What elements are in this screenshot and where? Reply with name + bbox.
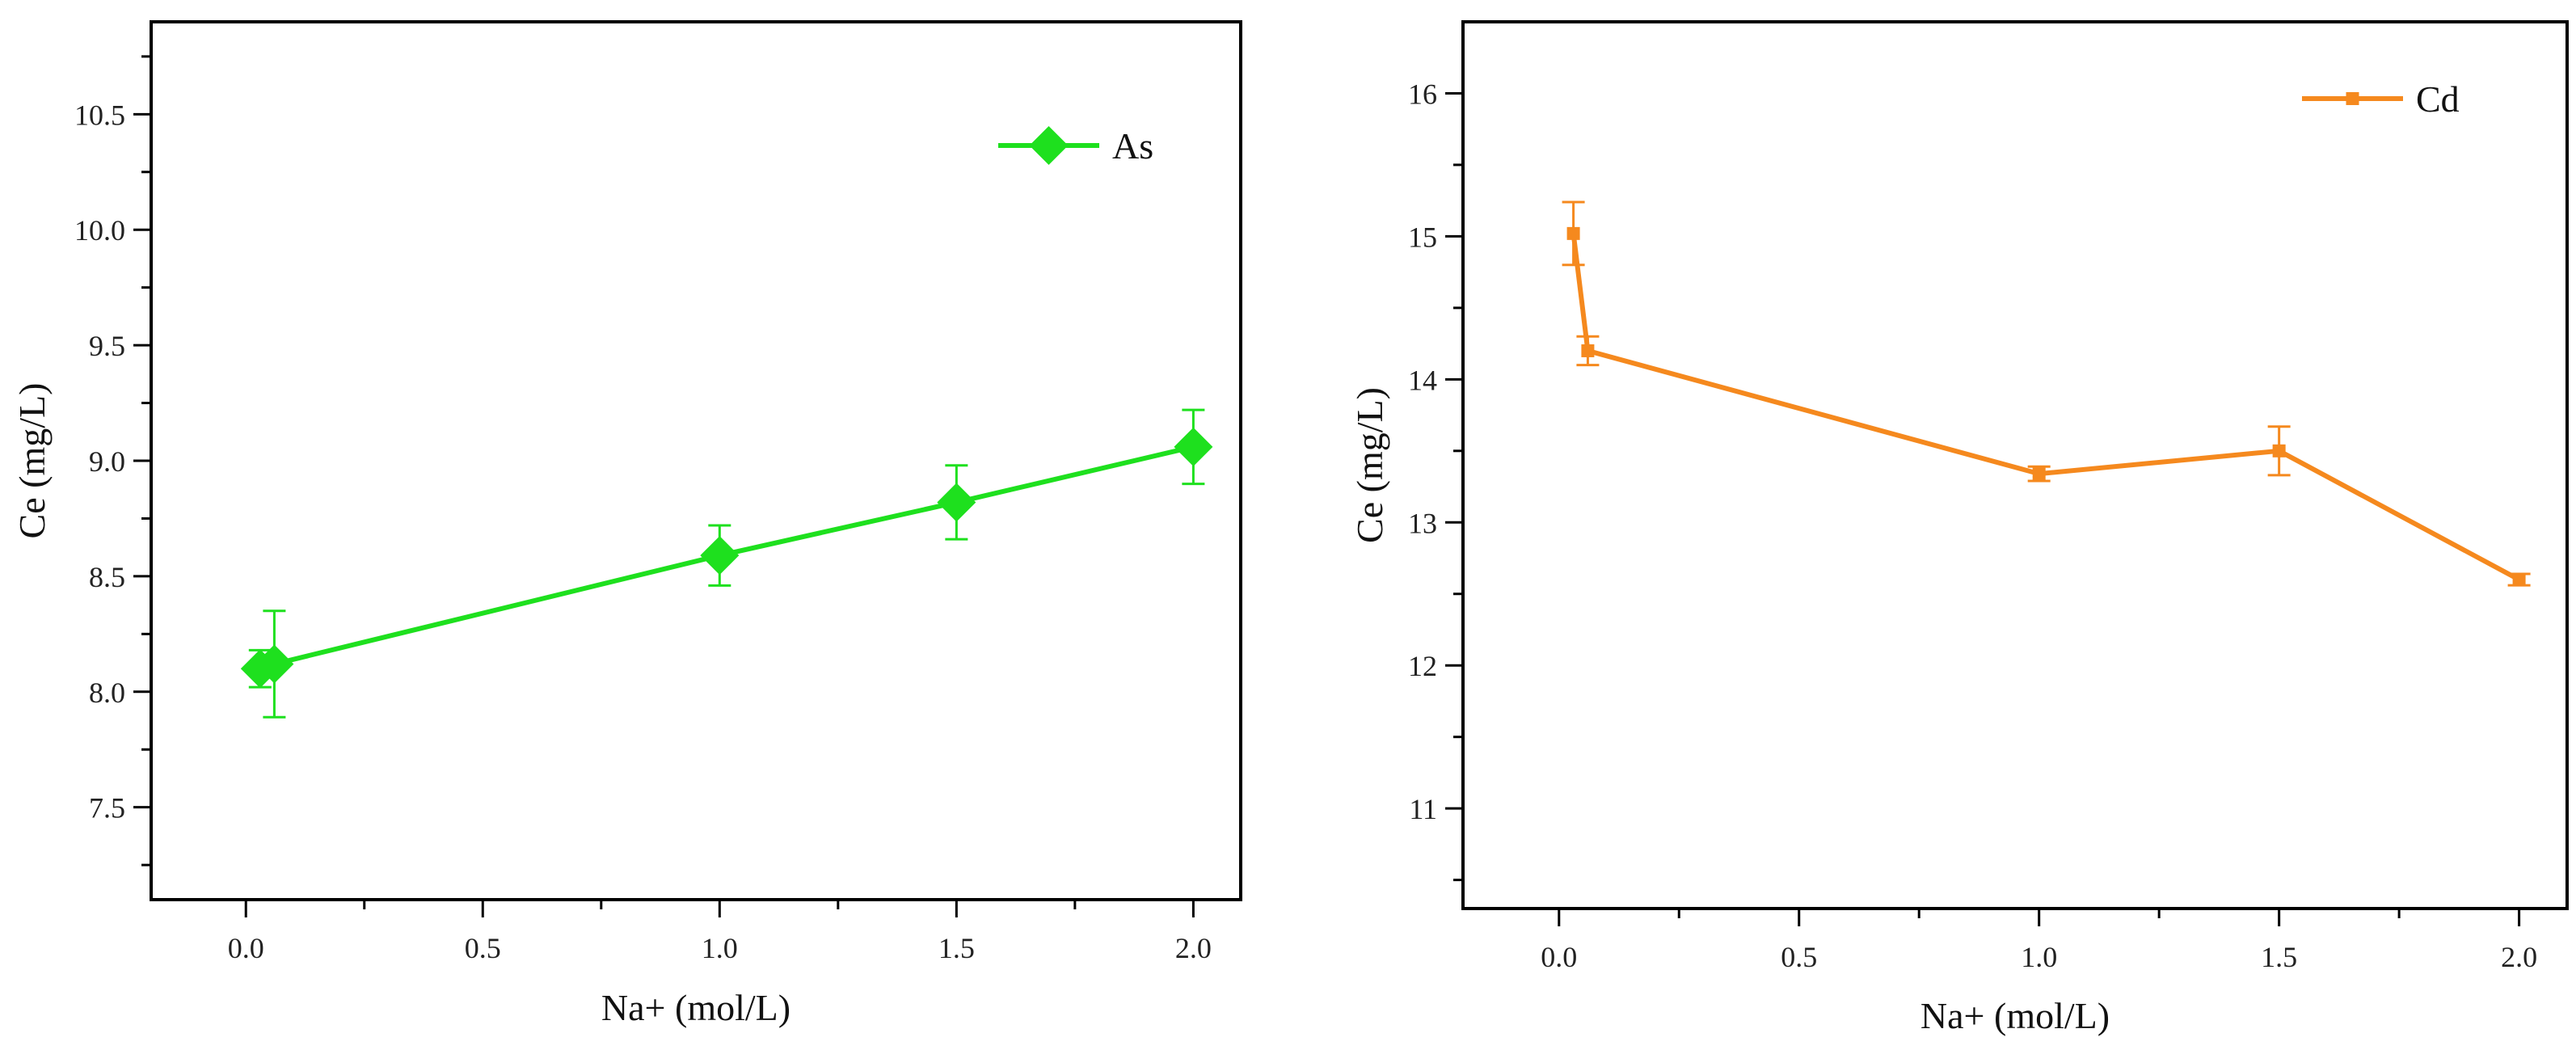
x-tick-label: 1.0 bbox=[702, 932, 738, 964]
y-tick-label: 9.5 bbox=[89, 330, 125, 362]
y-tick-label: 9.0 bbox=[89, 445, 125, 478]
y-tick-label: 14 bbox=[1408, 364, 1437, 396]
y-tick-label: 12 bbox=[1408, 650, 1437, 682]
y-tick-label: 16 bbox=[1408, 78, 1437, 110]
y-tick-label: 10.0 bbox=[74, 214, 125, 247]
data-point-cd bbox=[2032, 467, 2046, 481]
x-tick-label: 2.0 bbox=[1175, 932, 1212, 964]
y-tick-label: 15 bbox=[1408, 221, 1437, 253]
legend-label-cd: Cd bbox=[2416, 78, 2460, 120]
data-point-cd bbox=[2512, 573, 2526, 587]
x-tick-label: 0.0 bbox=[228, 932, 264, 964]
y-tick-label: 8.5 bbox=[89, 561, 125, 593]
legend-marker-cd bbox=[2346, 92, 2359, 105]
x-axis-title: Na+ (mol/L) bbox=[1920, 995, 2110, 1036]
data-point-cd bbox=[2272, 444, 2286, 458]
legend-marker-as bbox=[1029, 126, 1069, 165]
x-axis-title: Na+ (mol/L) bbox=[601, 987, 791, 1028]
y-tick-label: 8.0 bbox=[89, 677, 125, 709]
y-tick-label: 7.5 bbox=[89, 792, 125, 824]
x-tick-label: 2.0 bbox=[2501, 941, 2537, 973]
x-tick-label: 0.0 bbox=[1541, 941, 1577, 973]
data-point-as bbox=[255, 644, 294, 684]
x-tick-label: 1.0 bbox=[2021, 941, 2057, 973]
x-tick-label: 0.5 bbox=[1781, 941, 1817, 973]
data-point-as bbox=[700, 536, 740, 576]
data-point-cd bbox=[1566, 226, 1580, 240]
data-point-as bbox=[1174, 427, 1213, 466]
x-tick-label: 0.5 bbox=[465, 932, 501, 964]
panel-as: 0.0 0.5 1.0 1.5 2.0 7.5 8.0 8.5 9.0 9.5 10.0 10.5 Na… bbox=[11, 20, 1242, 1028]
y-tick-label: 13 bbox=[1408, 507, 1437, 539]
y-axis-title: Ce (mg/L) bbox=[11, 383, 53, 539]
y-axis-title: Ce (mg/L) bbox=[1349, 387, 1390, 543]
plot-frame bbox=[1461, 20, 2569, 910]
x-tick-label: 1.5 bbox=[2261, 941, 2297, 973]
y-tick-label: 11 bbox=[1409, 793, 1437, 825]
series-line-cd bbox=[1570, 233, 2521, 582]
legend-label-as: As bbox=[1112, 125, 1153, 167]
x-tick-label: 1.5 bbox=[938, 932, 975, 964]
plot-frame bbox=[150, 20, 1242, 901]
panel-cd: 0.0 0.5 1.0 1.5 2.0 11 12 13 14 15 16 Na+ (mol/L) Ce… bbox=[1349, 20, 2569, 1036]
y-tick-label: 10.5 bbox=[74, 99, 125, 131]
data-point-as bbox=[937, 483, 976, 522]
data-point-cd bbox=[1581, 344, 1595, 357]
